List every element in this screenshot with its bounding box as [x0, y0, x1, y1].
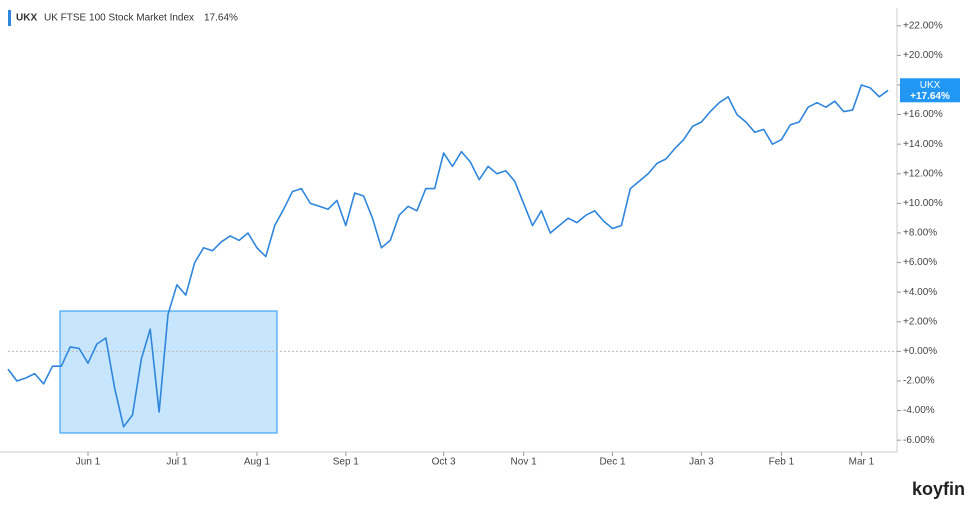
x-tick-label: Aug 1 — [244, 457, 271, 468]
legend-ticker: UKX — [16, 13, 37, 24]
watermark: koyfin — [912, 479, 965, 499]
y-tick-label: +20.00% — [903, 50, 943, 61]
last-value-ticker: UKX — [920, 80, 941, 91]
x-tick-label: Jun 1 — [76, 457, 101, 468]
x-tick-label: Dec 1 — [599, 457, 626, 468]
y-tick-label: -6.00% — [903, 435, 935, 446]
y-tick-label: +4.00% — [903, 287, 937, 298]
last-value-box — [900, 78, 960, 103]
y-tick-label: -4.00% — [903, 405, 935, 416]
y-tick-label: +14.00% — [903, 139, 943, 150]
x-tick-label: Oct 3 — [432, 457, 456, 468]
y-tick-label: +12.00% — [903, 168, 943, 179]
last-value-label: +17.64% — [910, 91, 950, 102]
x-tick-label: Mar 1 — [849, 457, 875, 468]
y-tick-label: -2.00% — [903, 376, 935, 387]
y-tick-label: +10.00% — [903, 198, 943, 209]
legend-value: 17.64% — [204, 13, 238, 24]
x-tick-label: Nov 1 — [511, 457, 538, 468]
y-tick-label: +6.00% — [903, 257, 937, 268]
y-tick-label: +2.00% — [903, 316, 937, 327]
y-tick-label: +0.00% — [903, 346, 937, 357]
line — [7, 84, 889, 428]
legend-name: UK FTSE 100 Stock Market Index — [44, 13, 194, 24]
y-tick-label: +22.00% — [903, 20, 943, 31]
y-tick-label: +8.00% — [903, 228, 937, 239]
x-tick-label: Jul 1 — [166, 457, 188, 468]
x-tick-label: Feb 1 — [769, 457, 795, 468]
highlight-box — [59, 310, 278, 434]
x-tick-label: Jan 3 — [689, 457, 714, 468]
y-tick-label: +16.00% — [903, 109, 943, 120]
x-tick-label: Sep 1 — [333, 457, 360, 468]
legend-swatch — [8, 10, 11, 26]
